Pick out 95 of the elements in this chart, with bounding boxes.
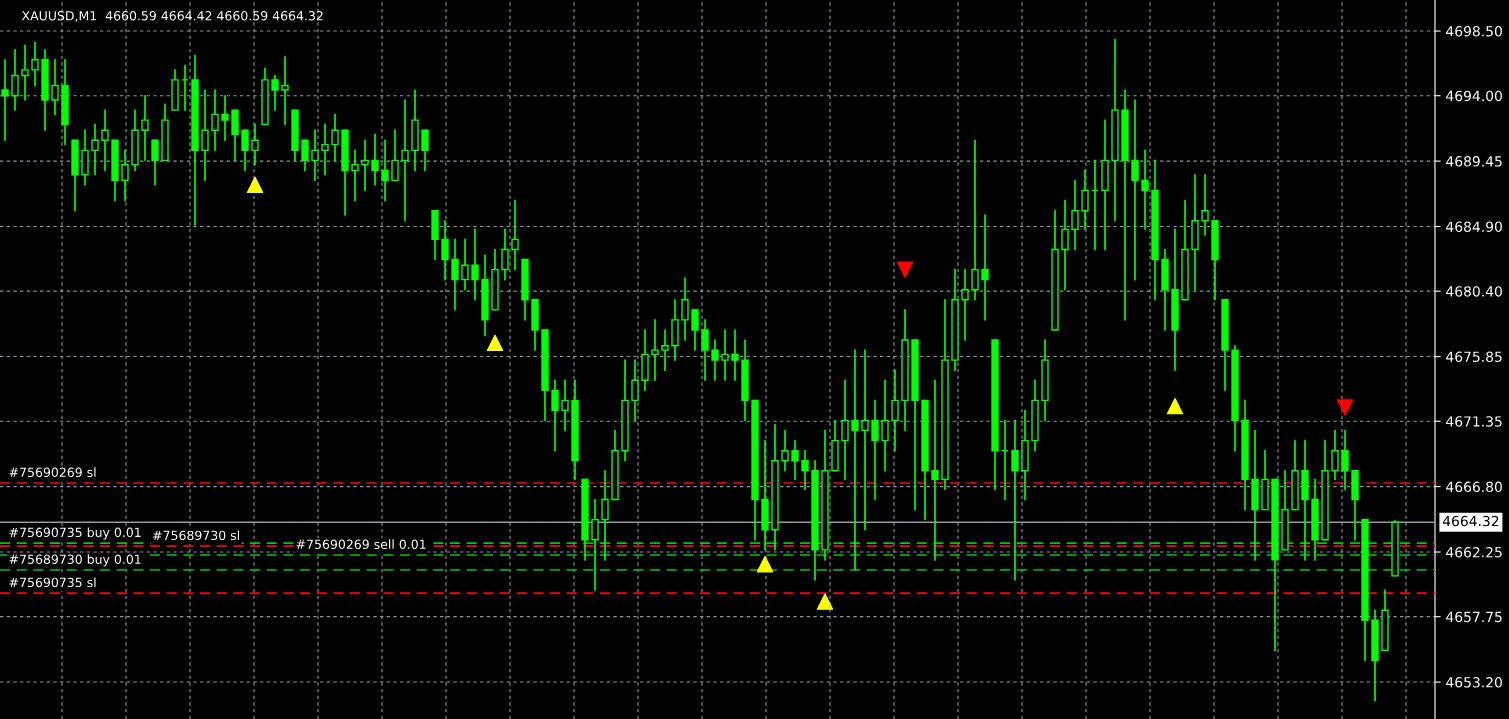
- candlestick: [591, 498, 599, 591]
- candlestick: [661, 329, 669, 372]
- candlestick: [201, 89, 209, 182]
- candlestick: [971, 139, 979, 301]
- y-tick-label: 4698.50: [1446, 26, 1502, 37]
- y-tick-label: 4666.80: [1446, 481, 1502, 493]
- candlestick: [441, 219, 449, 281]
- ref-line-label: #75690269 sl: [9, 467, 96, 478]
- y-tick-label: 4671.35: [1446, 416, 1502, 427]
- candlestick: [1341, 429, 1349, 491]
- ref-line-label: #75690735 buy 0.01: [9, 527, 141, 540]
- candlestick: [961, 268, 969, 341]
- point: [756, 556, 774, 573]
- candlestick: [1201, 173, 1209, 236]
- candlestick: [421, 129, 429, 172]
- ref-line-label: #75690735 sl: [9, 577, 96, 588]
- candlestick: [461, 238, 469, 291]
- candlestick: [11, 48, 19, 111]
- candlestick: [631, 359, 639, 422]
- ref-line-label: #75689730 buy 0.01: [9, 554, 141, 567]
- point: [896, 261, 914, 278]
- ref-line-label: #75689730 sl: [153, 530, 239, 541]
- candlestick: [451, 238, 459, 311]
- candlestick: [1, 58, 9, 142]
- candlestick: [301, 139, 309, 172]
- candlestick: [1131, 99, 1139, 281]
- candlestick: [381, 139, 389, 202]
- candlestick: [791, 439, 799, 481]
- candlestick: [391, 129, 399, 182]
- y-tick-label: 4662.25: [1446, 546, 1502, 558]
- candlestick: [651, 319, 659, 382]
- candlestick: [241, 129, 249, 172]
- y-tick-label: 4675.85: [1446, 351, 1502, 363]
- y-tick-label: 4689.45: [1446, 156, 1502, 167]
- candlestick: [701, 319, 709, 382]
- candlestick: [211, 89, 219, 152]
- ref-line-label: #75690269 sell 0.01: [296, 539, 426, 550]
- candlestick: [471, 228, 479, 301]
- candlestick: [1061, 199, 1069, 291]
- candlestick: [91, 123, 99, 176]
- candlestick: [861, 349, 869, 531]
- candlestick: [121, 149, 129, 202]
- candlestick: [731, 329, 739, 382]
- candlestick: [851, 349, 859, 571]
- candlestick: [711, 339, 719, 382]
- candlestick: [511, 199, 519, 271]
- candlestick: [781, 429, 789, 472]
- candlestick: [721, 329, 729, 382]
- candlestick: [281, 56, 289, 126]
- candlestick: [371, 133, 379, 186]
- text: XAUUSD,M1 4660.59 4664.42 4660.59 4664.32: [21, 11, 323, 22]
- candlestick: [1141, 149, 1149, 231]
- ref-line-label: 4664.32: [1442, 515, 1499, 527]
- candlestick: [561, 379, 569, 432]
- candlestick: [841, 379, 849, 481]
- candlestick: [331, 113, 339, 162]
- candlestick: [361, 139, 369, 192]
- y-tick-label: 4680.40: [1446, 286, 1502, 297]
- candlestick: [271, 74, 279, 111]
- y-tick-label: 4694.00: [1446, 90, 1502, 102]
- candlestick: [881, 379, 889, 472]
- candlestick: [101, 109, 109, 172]
- candlestick: [981, 214, 989, 321]
- point: [816, 593, 834, 610]
- candlestick: [401, 99, 409, 222]
- candlestick: [311, 129, 319, 182]
- point: [1166, 397, 1184, 415]
- point: [1336, 399, 1354, 416]
- candlestick: [31, 41, 39, 87]
- candlestick: [891, 369, 899, 452]
- y-tick-label: 4684.90: [1446, 221, 1502, 232]
- candlestick: [801, 449, 809, 491]
- y-tick-label: 4657.75: [1446, 611, 1502, 623]
- candlestick: [221, 94, 229, 142]
- candlestick: [551, 379, 559, 452]
- y-tick-label: 4653.20: [1446, 677, 1502, 688]
- candlestick: [871, 399, 879, 501]
- candlestick: [51, 58, 59, 116]
- candlestick: [681, 277, 689, 341]
- candlestick: [151, 139, 159, 186]
- candlestick: [691, 309, 699, 351]
- candlestick: [251, 123, 259, 166]
- candlestick: [21, 44, 29, 101]
- candlestick: [1081, 169, 1089, 231]
- candlestick: [1011, 419, 1019, 581]
- candlestick: [141, 94, 149, 162]
- point: [486, 334, 504, 352]
- candlestick: [1071, 179, 1079, 251]
- candlestick: [931, 379, 939, 561]
- candlestick: [501, 228, 509, 281]
- candlestick: [351, 149, 359, 202]
- candlestick: [601, 469, 609, 561]
- point: [246, 176, 264, 194]
- candlestick: [321, 123, 329, 176]
- candlestick: [1331, 429, 1339, 481]
